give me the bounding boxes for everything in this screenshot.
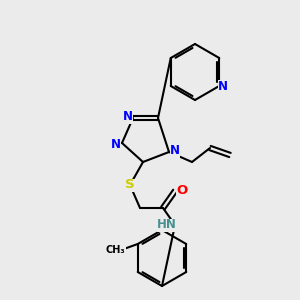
Text: N: N [111,137,121,151]
Text: N: N [123,110,133,124]
Text: O: O [176,184,188,197]
Text: N: N [170,145,180,158]
Text: HN: HN [157,218,177,232]
Text: CH₃: CH₃ [106,245,126,255]
Text: N: N [218,80,228,92]
Text: S: S [125,178,135,191]
